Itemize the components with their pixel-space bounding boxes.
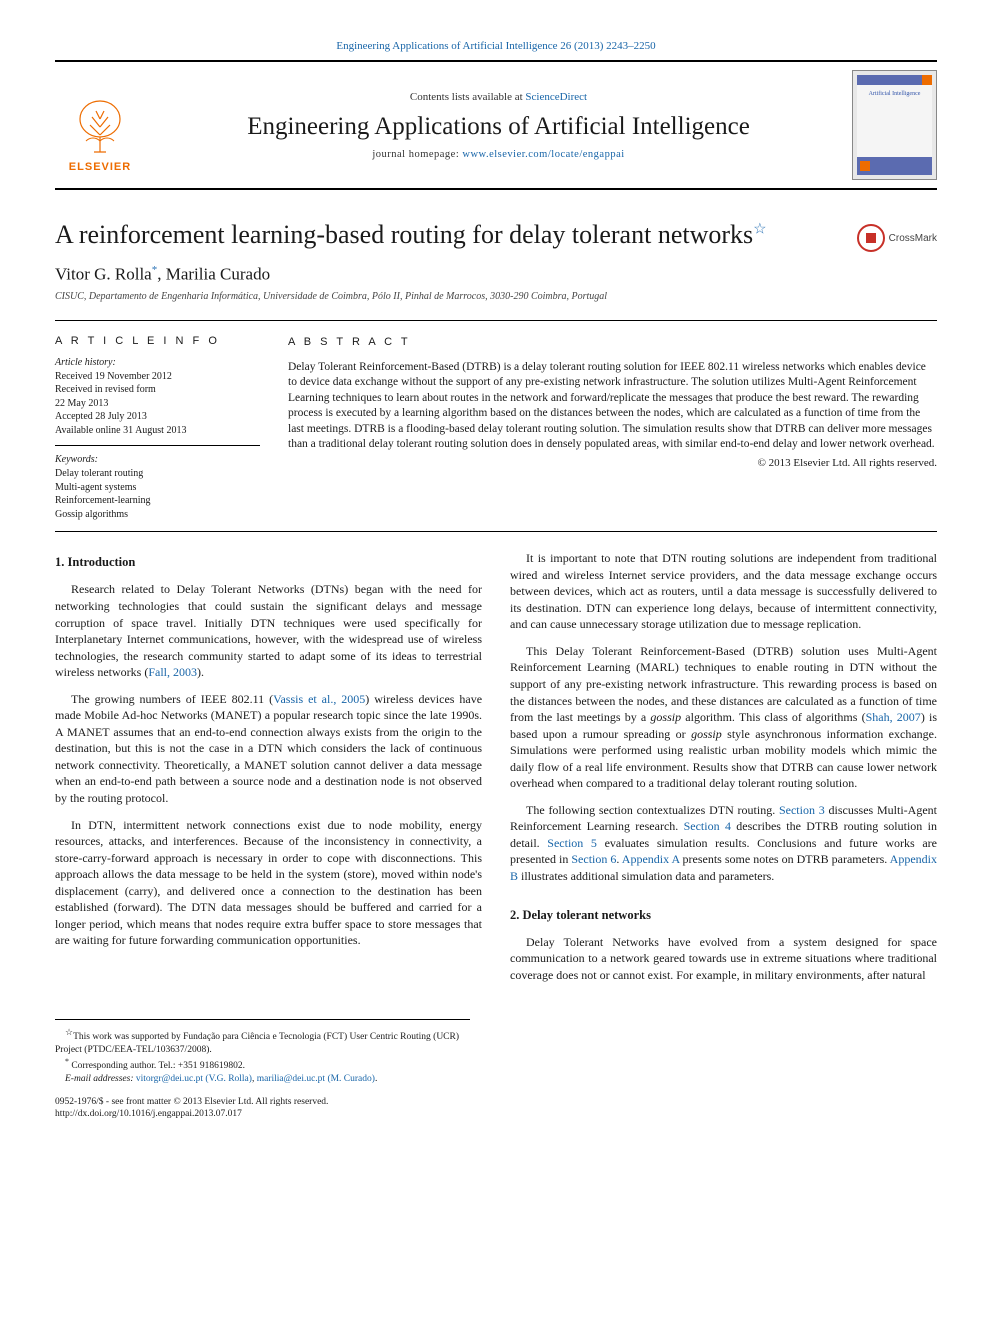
history-label: Article history: (55, 357, 260, 368)
crossmark-badge[interactable]: CrossMark (857, 224, 937, 252)
abstract-text: Delay Tolerant Reinforcement-Based (DTRB… (288, 360, 937, 453)
link-section-5[interactable]: Section 5 (547, 836, 597, 850)
s1-para-3: In DTN, intermittent network connections… (55, 817, 482, 949)
s1-p1-a: Research related to Delay Tolerant Netwo… (55, 582, 482, 679)
funding-text: This work was supported by Fundação para… (55, 1033, 459, 1056)
journal-homepage: journal homepage: www.elsevier.com/locat… (155, 149, 842, 160)
s1-p1-tail: ). (197, 665, 204, 679)
cover-top-mark-icon (922, 75, 932, 85)
history-online: Available online 31 August 2013 (55, 424, 260, 438)
ref-vassis-2005[interactable]: Vassis et al., 2005 (273, 692, 365, 706)
sciencedirect-link[interactable]: ScienceDirect (525, 91, 587, 103)
body-columns: 1. Introduction Research related to Dela… (55, 550, 937, 993)
masthead-center: Contents lists available at ScienceDirec… (145, 91, 852, 160)
author-2[interactable]: , Marilia Curado (157, 265, 270, 284)
s1-p6-f: presents some notes on DTRB parameters. (679, 852, 889, 866)
email-1[interactable]: vitorgr@dei.uc.pt (V.G. Rolla) (136, 1074, 252, 1084)
history-accepted: Accepted 28 July 2013 (55, 410, 260, 424)
cover-title-text: Artificial Intelligence (857, 85, 932, 157)
abstract-head: A B S T R A C T (288, 335, 937, 350)
abstract-copyright: © 2013 Elsevier Ltd. All rights reserved… (288, 456, 937, 471)
authors: Vitor G. Rolla*, Marilia Curado (55, 264, 937, 285)
elsevier-label: ELSEVIER (69, 161, 131, 173)
link-appendix-a[interactable]: Appendix A (622, 852, 680, 866)
meta-columns: A R T I C L E I N F O Article history: R… (55, 320, 937, 533)
gossip-term-1: gossip (650, 710, 681, 724)
elsevier-tree-icon (70, 97, 130, 157)
footnote-emails: E-mail addresses: vitorgr@dei.uc.pt (V.G… (55, 1073, 470, 1086)
section-2-heading: 2. Delay tolerant networks (510, 907, 937, 924)
s1-p2-b: ) wireless devices have made Mobile Ad-h… (55, 692, 482, 805)
crossmark-label: CrossMark (889, 233, 937, 244)
corr-marker: * (65, 1057, 69, 1066)
homepage-link[interactable]: www.elsevier.com/locate/engappai (462, 149, 624, 160)
link-section-3[interactable]: Section 3 (779, 803, 825, 817)
s1-p6-a: The following section contextualizes DTN… (526, 803, 779, 817)
footnote-funding: ☆This work was supported by Fundação par… (55, 1026, 470, 1057)
keyword-2: Multi-agent systems (55, 481, 260, 495)
cover-bottom-bar (857, 157, 932, 175)
crossmark-icon (857, 224, 885, 252)
article-title: A reinforcement learning-based routing f… (55, 220, 837, 250)
title-row: A reinforcement learning-based routing f… (55, 220, 937, 252)
author-1[interactable]: Vitor G. Rolla (55, 265, 152, 284)
affiliation: CISUC, Departamento de Engenharia Inform… (55, 291, 937, 302)
article-info-head: A R T I C L E I N F O (55, 335, 260, 347)
history-received: Received 19 November 2012 (55, 370, 260, 384)
s1-para-6: The following section contextualizes DTN… (510, 802, 937, 885)
gossip-term-2: gossip (691, 727, 722, 741)
email-2[interactable]: marilia@dei.uc.pt (M. Curado) (257, 1074, 375, 1084)
ref-fall-2003[interactable]: Fall, 2003 (148, 665, 197, 679)
history-revised-2: 22 May 2013 (55, 397, 260, 411)
column-left: 1. Introduction Research related to Dela… (55, 550, 482, 993)
email-tail: . (375, 1074, 377, 1084)
corr-text: Corresponding author. Tel.: +351 9186198… (71, 1061, 245, 1071)
footnote-corresponding: * Corresponding author. Tel.: +351 91861… (55, 1057, 470, 1073)
s1-p2-a: The growing numbers of IEEE 802.11 ( (71, 692, 273, 706)
homepage-prefix: journal homepage: (372, 149, 462, 160)
footnotes: ☆This work was supported by Fundação par… (55, 1019, 470, 1086)
footer-line-2: http://dx.doi.org/10.1016/j.engappai.201… (55, 1108, 937, 1120)
journal-name: Engineering Applications of Artificial I… (155, 113, 842, 141)
journal-cover-thumb[interactable]: Artificial Intelligence (852, 70, 937, 180)
keywords-label: Keywords: (55, 454, 260, 465)
article-info-block: A R T I C L E I N F O Article history: R… (55, 335, 260, 522)
s2-para-1: Delay Tolerant Networks have evolved fro… (510, 934, 937, 984)
title-footnote-marker[interactable]: ☆ (753, 221, 766, 237)
cover-bottom-mark-icon (860, 161, 870, 171)
running-head: Engineering Applications of Artificial I… (55, 40, 937, 52)
keyword-3: Reinforcement-learning (55, 494, 260, 508)
contents-prefix: Contents lists available at (410, 91, 525, 103)
history-revised-1: Received in revised form (55, 383, 260, 397)
keyword-1: Delay tolerant routing (55, 467, 260, 481)
s1-p5-b: algorithm. This class of algorithms ( (681, 710, 866, 724)
funding-marker: ☆ (65, 1027, 73, 1037)
column-right: It is important to note that DTN routing… (510, 550, 937, 993)
s1-para-2: The growing numbers of IEEE 802.11 (Vass… (55, 691, 482, 807)
s1-para-1: Research related to Delay Tolerant Netwo… (55, 581, 482, 680)
elsevier-logo[interactable]: ELSEVIER (55, 78, 145, 173)
ref-shah-2007[interactable]: Shah, 2007 (866, 710, 921, 724)
s1-para-5: This Delay Tolerant Reinforcement-Based … (510, 643, 937, 792)
link-section-4[interactable]: Section 4 (684, 819, 731, 833)
footer: 0952-1976/$ - see front matter © 2013 El… (55, 1096, 937, 1121)
masthead: ELSEVIER Contents lists available at Sci… (55, 60, 937, 190)
s1-para-4: It is important to note that DTN routing… (510, 550, 937, 633)
contents-line: Contents lists available at ScienceDirec… (155, 91, 842, 103)
abstract-block: A B S T R A C T Delay Tolerant Reinforce… (288, 335, 937, 522)
section-1-heading: 1. Introduction (55, 554, 482, 571)
running-head-text[interactable]: Engineering Applications of Artificial I… (336, 40, 655, 52)
keyword-4: Gossip algorithms (55, 508, 260, 522)
email-label: E-mail addresses: (65, 1074, 136, 1084)
s1-p6-g: illustrates additional simulation data a… (518, 869, 774, 883)
link-section-6[interactable]: Section 6 (571, 852, 616, 866)
article-title-text: A reinforcement learning-based routing f… (55, 220, 753, 249)
history-block: Article history: Received 19 November 20… (55, 357, 260, 447)
footer-line-1: 0952-1976/$ - see front matter © 2013 El… (55, 1096, 937, 1108)
